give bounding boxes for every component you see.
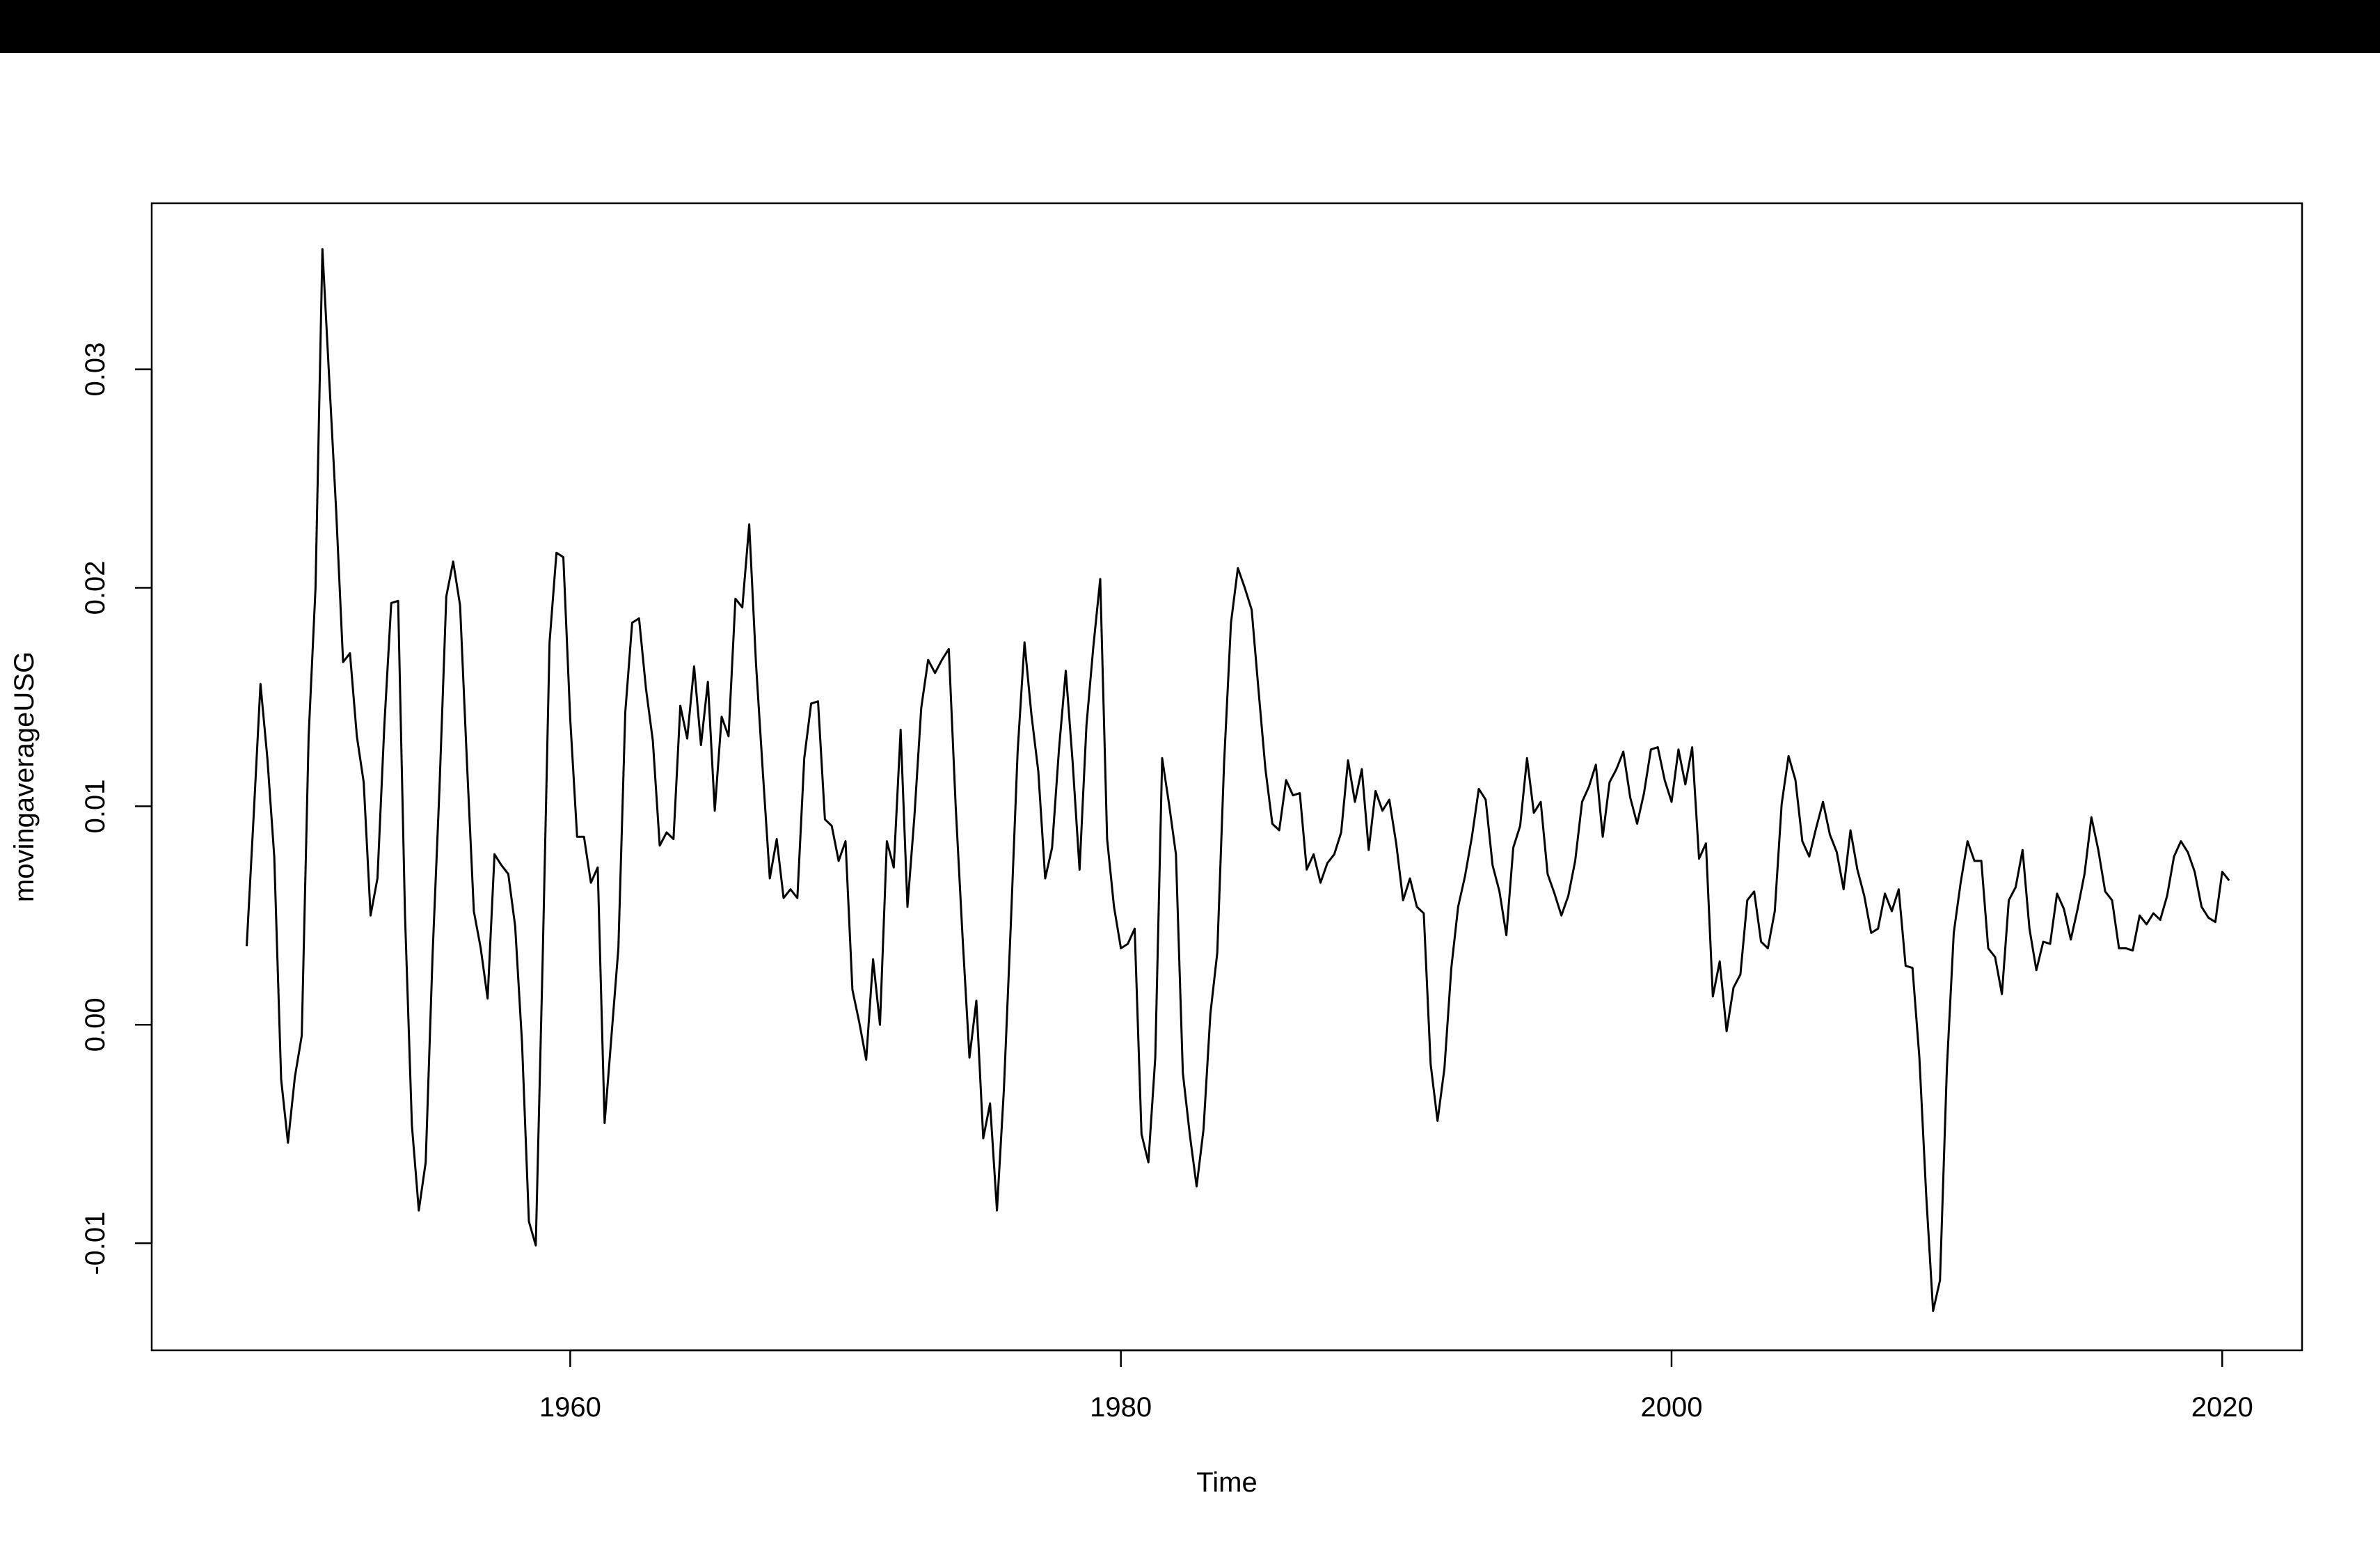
series-line — [246, 248, 2230, 1312]
plot-frame — [150, 202, 2303, 1352]
y-tick-label: 0.02 — [80, 561, 111, 615]
x-tick-label: 2020 — [2191, 1392, 2253, 1423]
x-axis: 1960 1980 2000 2020 — [539, 1349, 2253, 1423]
x-tick-label: 1980 — [1090, 1392, 1152, 1423]
y-tick-label: -0.01 — [80, 1212, 111, 1275]
x-tick-label: 2000 — [1640, 1392, 1702, 1423]
top-black-bar — [0, 0, 2380, 53]
y-axis-label: movingaverageUSG — [9, 651, 40, 902]
y-axis: -0.01 0.00 0.01 0.02 0.03 — [80, 342, 153, 1275]
x-tick-label: 1960 — [539, 1392, 601, 1423]
y-tick-label: 0.00 — [80, 997, 111, 1052]
y-tick-label: 0.01 — [80, 779, 111, 833]
y-tick-label: 0.03 — [80, 342, 111, 397]
x-axis-label: Time — [1196, 1467, 1257, 1498]
